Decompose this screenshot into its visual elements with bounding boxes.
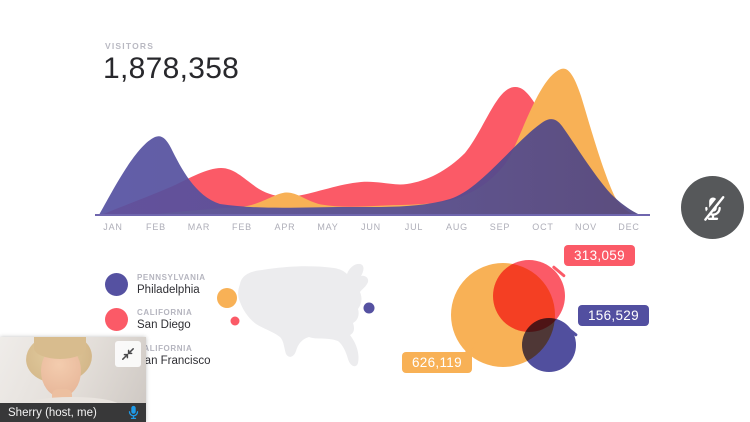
x-axis-label: MAR [187,222,211,232]
x-axis-label: JUL [404,222,424,232]
bubble-value-san-diego: 313,059 [564,245,635,266]
participant-video-frame [0,337,146,403]
x-axis-label: OCT [532,222,554,232]
us-map [217,263,375,367]
x-axis-label: AUG [446,222,468,232]
x-axis-label: NOV [575,222,597,232]
legend-state-label: PENNSYLVANIA [137,273,206,282]
legend-city-label: San Francisco [137,355,211,367]
x-axis-label: FEB [146,222,166,232]
legend-dot-red [105,308,128,331]
mute-toggle-button[interactable] [681,176,744,239]
legend-city-label: San Diego [137,319,191,331]
map-dot-san-francisco [217,288,237,308]
self-view-video[interactable]: Sherry (host, me) [0,337,146,422]
participant-name-bar: Sherry (host, me) [0,403,146,422]
legend-state-label: CALIFORNIA [137,308,193,317]
x-axis-label: JAN [103,222,123,232]
bubble-value-san-francisco: 626,119 [402,352,472,373]
x-axis-label: APR [274,222,296,232]
legend-item-san-diego: CALIFORNIA San Diego [105,308,192,331]
visitors-label: VISITORS [105,41,155,51]
legend-dot-purple [105,273,128,296]
microphone-muted-icon [700,193,724,221]
microphone-active-icon [128,405,139,420]
legend-item-philadelphia: PENNSYLVANIA Philadelphia [105,273,206,296]
map-dot-san-diego [230,316,240,326]
visitors-count: 1,878,358 [103,52,240,85]
area-series-philadelphia [99,119,640,215]
collapse-video-button[interactable] [115,341,141,367]
us-map-silhouette [238,263,369,367]
bubble-value-philadelphia: 156,529 [578,305,649,326]
collapse-video-icon [122,348,134,360]
x-axis: JAN FEB MAR FEB APR MAY JUN JUL AUG SEP … [95,222,647,232]
participant-name: Sherry (host, me) [8,406,97,419]
legend-city-label: Philadelphia [137,284,200,296]
legend-state-label: CALIFORNIA [137,344,193,353]
visitors-area-chart [95,68,650,216]
x-axis-label: DEC [618,222,640,232]
x-axis-label: FEB [232,222,252,232]
x-axis-label: JUN [361,222,381,232]
x-axis-label: SEP [489,222,511,232]
avatar-fringe [34,337,86,359]
x-axis-label: MAY [317,222,339,232]
avatar-shoulders [24,397,120,403]
map-dot-philadelphia [363,302,375,314]
